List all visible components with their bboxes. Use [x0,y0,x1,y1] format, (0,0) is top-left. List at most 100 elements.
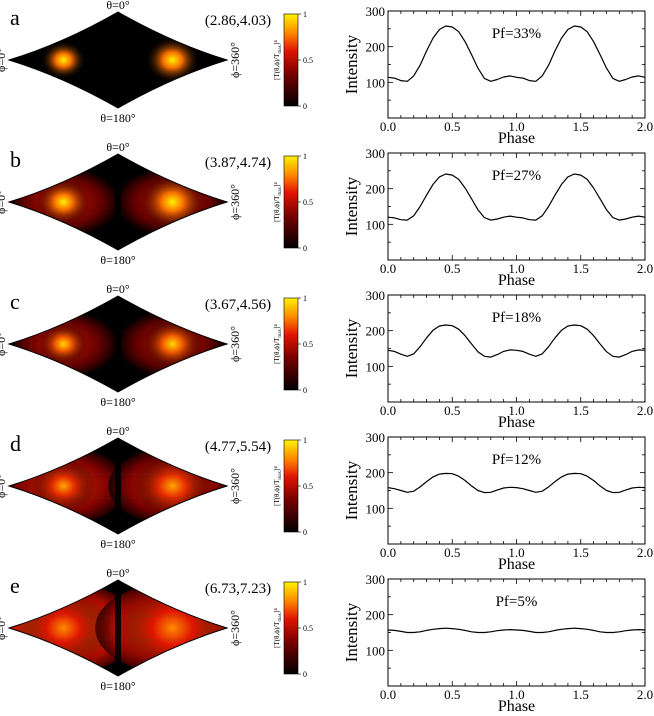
y-tick-label: 100 [366,359,386,374]
theta-bottom-label: θ=180° [100,395,136,409]
y-axis-label: Intensity [342,460,361,520]
sky-map [9,12,227,108]
x-tick-label: 1.0 [508,261,524,276]
light-curve-plot: 0.0 0.5 1.0 1.5 2.0 100 200 300 Phase Intensity Pf… [342,288,653,431]
theta-top-label: θ=0° [106,0,130,12]
y-axis-label: Intensity [342,176,361,236]
y-tick-label: 100 [366,501,386,516]
phi-left-label: ϕ=0° [0,48,8,72]
phi-left-label: ϕ=0° [0,190,8,214]
map-meridian [115,580,121,676]
y-axis-label: Intensity [342,318,361,378]
colorbar-label: [T(θ,ϕ)/Tmax]⁴ [273,182,283,222]
y-tick-label: 200 [366,40,386,55]
x-tick-label: 1.5 [573,545,589,560]
y-tick-label: 200 [366,182,386,197]
colorbar-label: [T(θ,ϕ)/Tmax]⁴ [273,466,283,506]
x-tick-label: 0.5 [444,545,460,560]
x-axis-label: Phase [498,130,535,147]
map-spot [133,453,212,519]
y-tick-label: 100 [366,217,386,232]
phi-right-label: ϕ=360° [228,610,242,646]
colorbar-tick-label: 0.5 [303,624,313,633]
map-outline [7,437,229,535]
colorbar [283,439,299,533]
panel-letter: e [10,573,20,598]
x-axis-label: Phase [498,698,535,715]
colorbar-tick-label: 1 [303,436,307,445]
intensity-curve [387,627,646,634]
theta-top-label: θ=0° [106,140,130,154]
x-axis-label: Phase [498,556,535,573]
colorbar-tick-label: 0 [303,244,307,253]
x-tick-label: 1.0 [508,119,524,134]
x-tick-label: 0.0 [380,403,396,418]
phi-right-label: ϕ=360° [228,42,242,78]
y-tick-label: 200 [366,466,386,481]
y-tick-label: 300 [366,572,386,587]
x-tick-label: 1.0 [508,403,524,418]
panel-letter: d [10,431,21,456]
x-tick-label: 1.5 [573,119,589,134]
phi-right-label: ϕ=360° [228,326,242,362]
y-tick-label: 300 [366,430,386,445]
x-tick-label: 2.0 [637,403,653,418]
map-outline [7,295,229,393]
panel-c: c θ=0° θ=180° ϕ=0° ϕ=360° (3.67,4.56) 0 0.5 1 [T(… [0,282,653,431]
annotation-label: (3.87,4.74) [205,155,271,171]
colorbar-tick-label: 1 [303,10,307,19]
intensity-curve [387,25,646,82]
colorbar [283,581,299,675]
light-curve-plot: 0.0 0.5 1.0 1.5 2.0 100 200 300 Phase Intensity Pf… [342,430,653,573]
y-tick-label: 200 [366,324,386,339]
x-tick-label: 1.5 [573,687,589,702]
light-curve-plot: 0.0 0.5 1.0 1.5 2.0 100 200 300 Phase Intensity Pf… [342,4,653,147]
y-tick-label: 300 [366,4,386,19]
x-tick-label: 2.0 [637,261,653,276]
x-tick-label: 0.5 [444,261,460,276]
y-tick-label: 300 [366,146,386,161]
light-curve-plot: 0.0 0.5 1.0 1.5 2.0 100 200 300 Phase Intensity Pf… [342,572,653,715]
colorbar-tick-label: 0.5 [303,340,313,349]
colorbar-tick-label: 1 [303,294,307,303]
sky-map [9,296,227,392]
map-meridian [115,296,121,392]
x-axis-label: Phase [498,272,535,289]
intensity-curve [387,173,646,221]
y-tick-label: 100 [366,75,386,90]
colorbar-tick-label: 0 [303,102,307,111]
colorbar-tick-label: 0.5 [303,56,313,65]
pulsed-fraction-label: Pf=18% [492,310,541,326]
panel-b: b θ=0° θ=180° ϕ=0° ϕ=360° (3.87,4.74) 0 0.5 1 [T(… [0,140,653,289]
annotation-label: (3.67,4.56) [205,297,271,313]
x-tick-label: 0.0 [380,261,396,276]
annotation-label: (2.86,4.03) [205,13,271,29]
annotation-label: (4.77,5.54) [205,439,271,455]
phi-left-label: ϕ=0° [0,332,8,356]
x-tick-label: 1.5 [573,261,589,276]
panel-letter: c [10,289,20,314]
colorbar-label: [T(θ,ϕ)/Tmax]⁴ [273,608,283,648]
panel-d: d θ=0° θ=180° ϕ=0° ϕ=360° (4.77,5.54) 0 0.5 1 [T(… [0,424,653,573]
x-tick-label: 2.0 [637,119,653,134]
intensity-curve [387,324,646,358]
x-axis-label: Phase [498,414,535,431]
pulsed-fraction-label: Pf=33% [492,26,541,42]
x-tick-label: 0.0 [380,119,396,134]
x-tick-label: 0.0 [380,545,396,560]
map-spot [140,174,205,230]
y-axis-label: Intensity [342,34,361,94]
map-spot [39,323,88,365]
pulsed-fraction-label: Pf=27% [492,168,541,184]
y-tick-label: 200 [366,608,386,623]
x-tick-label: 2.0 [637,545,653,560]
colorbar-label: [T(θ,ϕ)/Tmax]⁴ [273,40,283,80]
map-outline [7,11,229,109]
map-spot [145,36,200,84]
colorbar-tick-label: 1 [303,152,307,161]
phi-right-label: ϕ=360° [228,184,242,220]
theta-top-label: θ=0° [106,282,130,296]
phi-left-label: ϕ=0° [0,616,8,640]
y-tick-label: 100 [366,643,386,658]
y-tick-label: 300 [366,288,386,303]
